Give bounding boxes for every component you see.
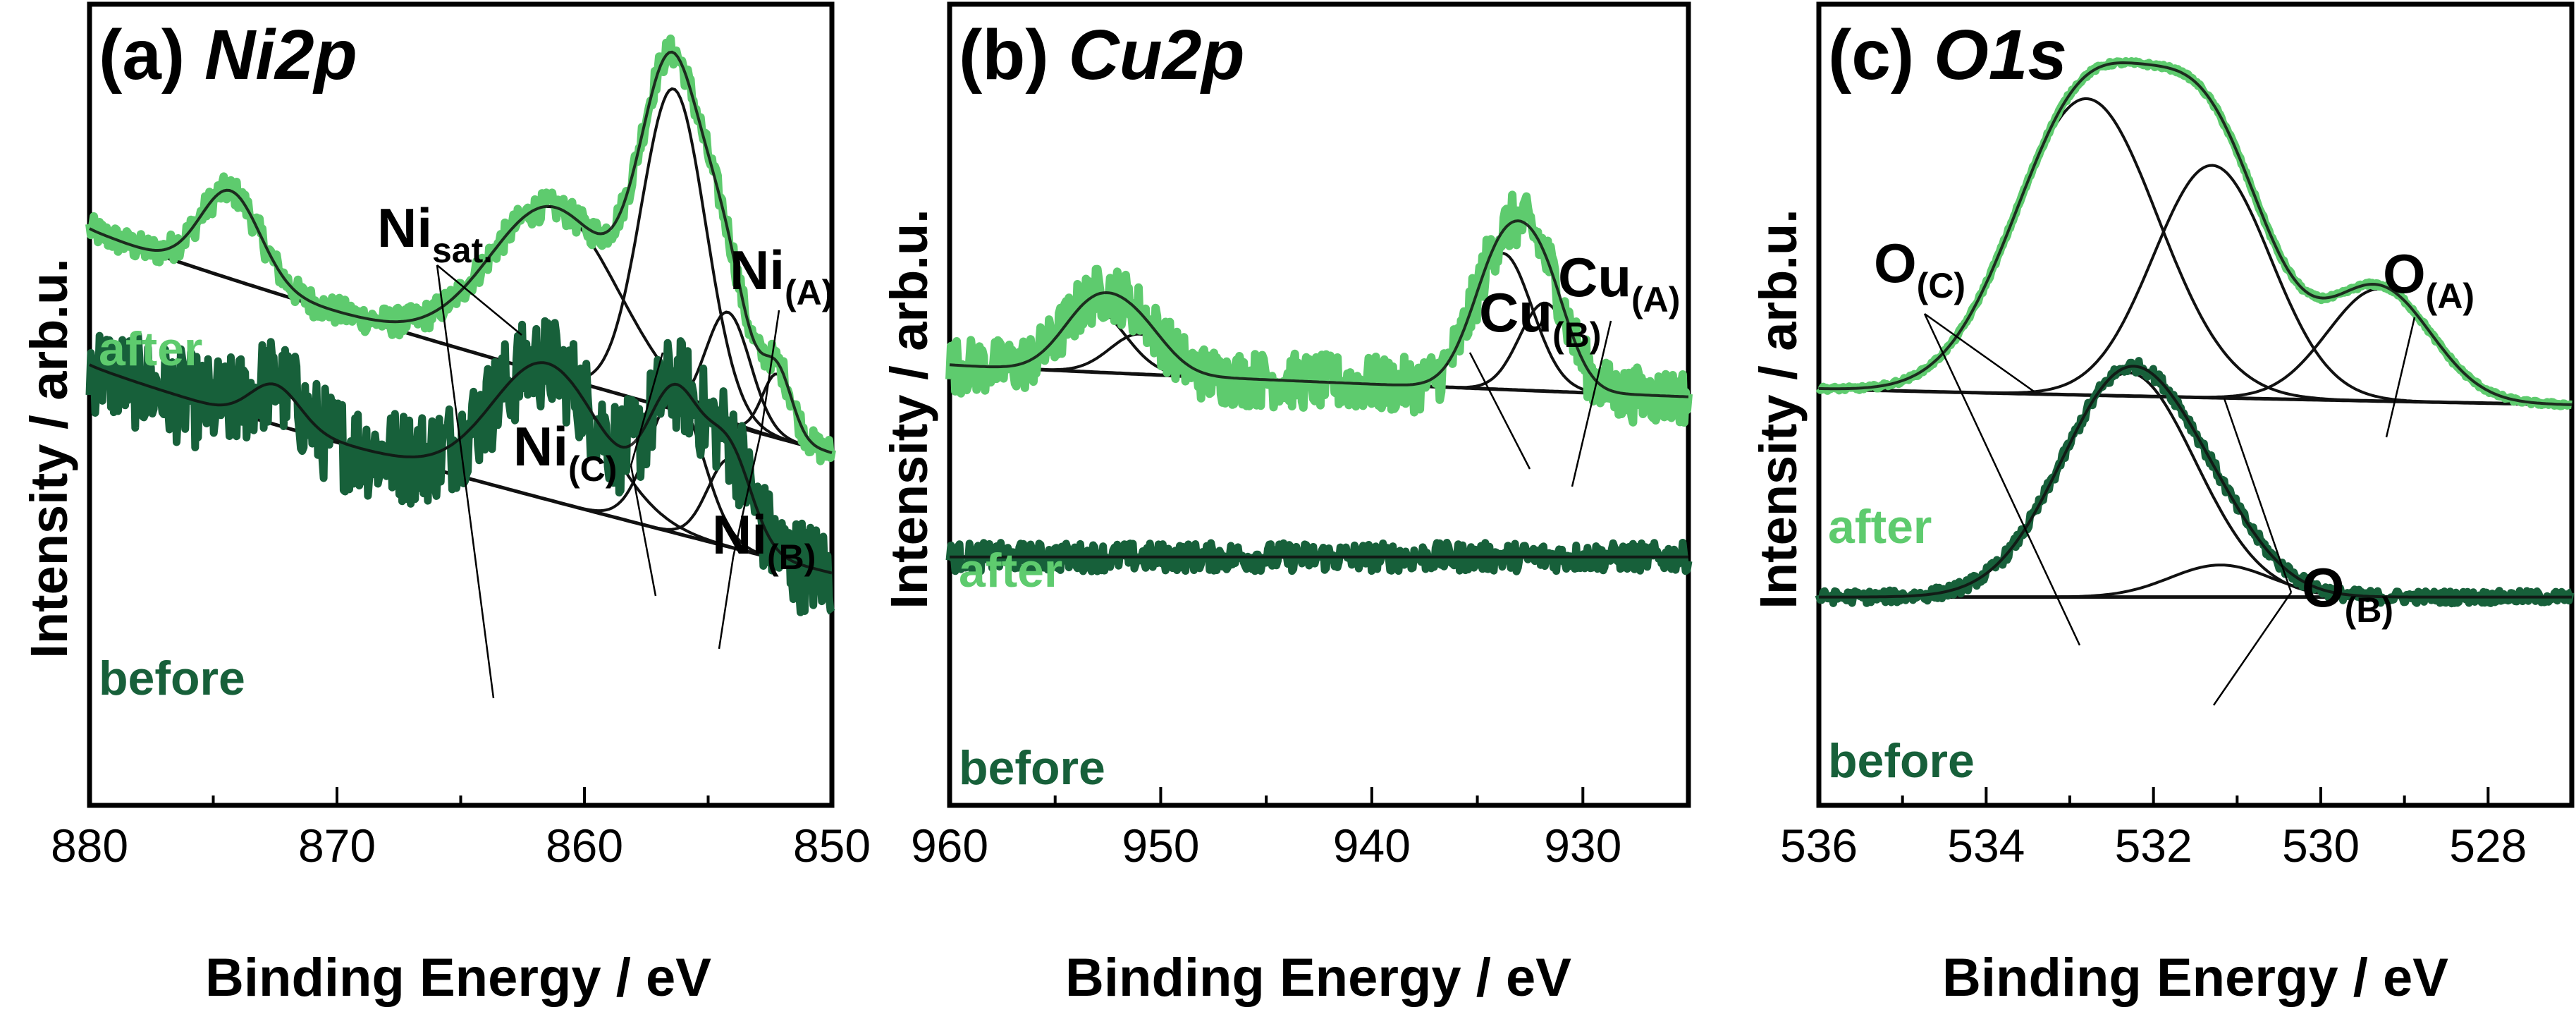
peak-label-ni-b: Ni(B): [712, 504, 816, 577]
series-label-after-b: after: [959, 544, 1062, 597]
xtick-label-b-0: 960: [911, 819, 988, 872]
xlabel-c: Binding Energy / eV: [1942, 948, 2448, 1008]
fit-envelope-before-c: [1819, 365, 2572, 599]
fit-envelope-before-a: [89, 361, 833, 575]
xlabel-b: Binding Energy / eV: [1065, 948, 1571, 1008]
xtick-label-c-0: 536: [1780, 819, 1858, 872]
peak-label-cu-b: Cu(B): [1479, 281, 1601, 355]
ylabel-c: Intensity / arb.u.: [1749, 209, 1808, 609]
xtick-label-b-2: 940: [1333, 819, 1411, 872]
panel-title-a: (a) Ni2p: [99, 16, 357, 95]
panel-element-b: Cu2p: [1068, 16, 1244, 95]
xtick-label-a-1: 870: [298, 819, 376, 872]
series-label-after-c: after: [1828, 500, 1932, 554]
spectra-b: [945, 190, 1693, 575]
panel-ni2p: Intensity / arb.u. 880 870 860 850 (a) Ni2p…: [20, 1, 871, 1008]
fit-envelope-after-c: [1818, 61, 2572, 406]
panel-letter-c: (c): [1828, 16, 1934, 95]
panel-letter-a: (a): [99, 16, 204, 95]
xtick-label-c-1: 534: [1947, 819, 2025, 872]
peak-label-o-b: O(B): [2302, 556, 2393, 630]
xtick-label-b-1: 950: [1122, 819, 1199, 872]
series-label-before-a: before: [99, 652, 245, 705]
spectra-c: [1815, 57, 2575, 608]
fit-envelope-after-a: [89, 50, 833, 454]
peak-label-o-a: O(A): [2383, 243, 2474, 316]
peak-label-o-c: O(C): [1874, 232, 1965, 305]
spectrum-after-c: [1815, 57, 2575, 410]
peak-label-ni-sat: Nisat.: [377, 197, 493, 270]
leader-lines-a: [436, 264, 780, 699]
xtick-label-c-3: 530: [2282, 819, 2360, 872]
spectrum-before-a: [85, 317, 835, 616]
fit-component-before-c-1: [1819, 371, 2572, 599]
xticks-c: 536 534 532 530 528: [1780, 787, 2527, 872]
xtick-label-a-0: 880: [51, 819, 128, 872]
ylabel-a: Intensity / arb.u.: [20, 258, 78, 658]
panel-cu2p: Intensity / arb.u. 960 950 940 930 (b) Cu2p…: [880, 1, 1693, 1008]
panel-element-a: Ni2p: [204, 16, 357, 95]
series-label-after-a: after: [99, 322, 202, 376]
leader-lines-b: [1468, 320, 1612, 487]
panel-letter-b: (b): [959, 16, 1068, 95]
xtick-label-b-3: 930: [1544, 819, 1621, 872]
series-label-before-b: before: [959, 741, 1105, 795]
xtick-label-a-2: 860: [546, 819, 623, 872]
fit-envelope-after-b: [949, 219, 1689, 398]
xlabel-a: Binding Energy / eV: [205, 948, 711, 1008]
ylabel-b: Intensity / arb.u.: [880, 209, 938, 609]
panel-o1s: Intensity / arb.u. 536 534 532 530 528 (c) O…: [1749, 1, 2575, 1008]
panel-element-c: O1s: [1934, 16, 2067, 95]
peak-label-ni-c: Ni(C): [513, 415, 617, 489]
xtick-label-c-4: 528: [2449, 819, 2527, 872]
xticks-b: 960 950 940 930: [911, 787, 1621, 872]
peak-label-ni-a: Ni(A): [730, 239, 833, 312]
panel-title-c: (c) O1s: [1828, 16, 2067, 95]
leader-lines-c: [1923, 312, 2416, 706]
xtick-label-a-3: 850: [793, 819, 871, 872]
peak-label-cu-a: Cu(A): [1558, 246, 1680, 319]
xticks-a: 880 870 860 850: [51, 787, 871, 872]
spectra-a: [85, 34, 836, 616]
panel-title-b: (b) Cu2p: [959, 16, 1244, 95]
series-label-before-c: before: [1828, 734, 1975, 788]
plot-frame-c: [1816, 1, 2575, 808]
xtick-label-c-2: 532: [2115, 819, 2192, 872]
